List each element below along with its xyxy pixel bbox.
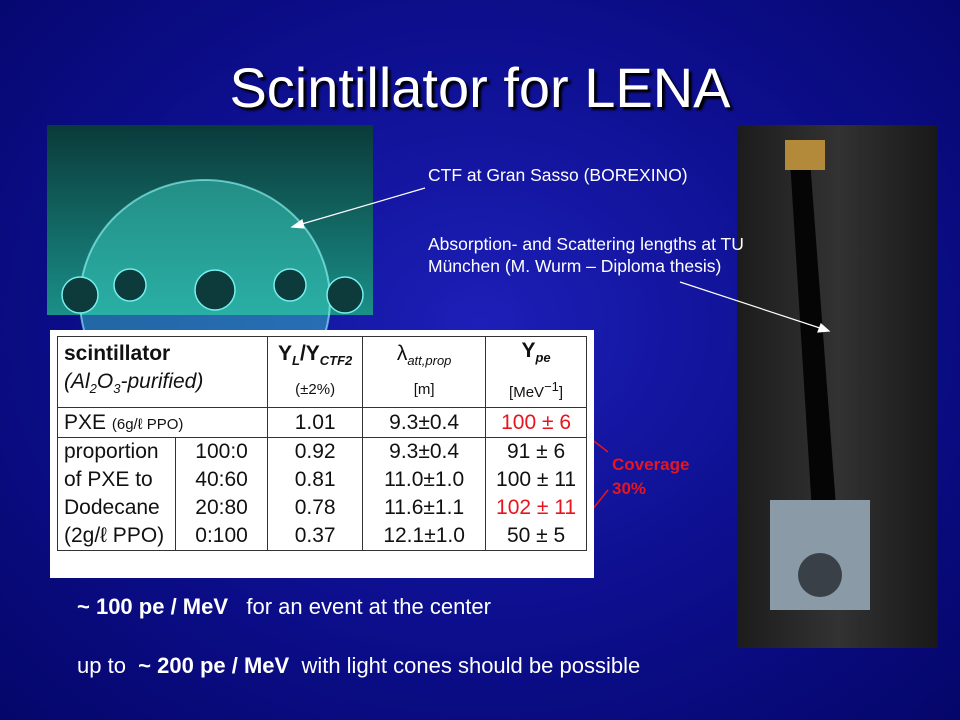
text: 0.78 <box>294 496 336 519</box>
text: (2g/ℓ PPO) <box>64 524 165 547</box>
text: 102 ± 11 <box>496 496 577 519</box>
coverage-label: Coverage 30% <box>612 453 689 501</box>
text: att,prop <box>407 353 452 369</box>
bottom-line: up to ~ 200 pe / MeV with light cones sh… <box>77 653 640 679</box>
text: pe <box>535 350 551 366</box>
header-cell: Ype [MeV−1] <box>485 336 587 408</box>
text: [m] <box>413 380 435 398</box>
cell: 91 ± 6 100 ± 11 102 ± 11 50 ± 5 <box>485 437 587 551</box>
text: -purified) <box>120 370 204 394</box>
text: scintillator <box>64 342 171 366</box>
tube-photo <box>737 125 938 648</box>
text: 11.6±1.1 <box>384 496 465 519</box>
text: 0.37 <box>294 524 336 547</box>
text: 100:0 <box>195 440 248 463</box>
text: 20:80 <box>195 496 248 519</box>
text: (6g/ℓ PPO) <box>111 415 184 433</box>
text: L <box>291 353 300 369</box>
text: 0:100 <box>195 524 248 547</box>
text: 3 <box>113 381 121 397</box>
text: Y <box>521 339 536 363</box>
text: for an event at the center <box>246 594 491 619</box>
text: (Al <box>64 370 90 394</box>
results-table: scintillator (Al2O3-purified) YL/YCTF2 (… <box>50 330 594 578</box>
cell: 100 ± 6 <box>485 407 587 438</box>
text: 12.1±1.0 <box>383 524 465 547</box>
table: scintillator (Al2O3-purified) YL/YCTF2 (… <box>56 336 587 551</box>
group-row: proportion of PXE to Dodecane (2g/ℓ PPO)… <box>57 437 587 551</box>
text: 100 ± 11 <box>496 468 577 491</box>
text: PXE <box>64 410 107 434</box>
cell: 1.01 <box>267 407 364 438</box>
text: 11.0±1.0 <box>384 468 465 491</box>
text: up to <box>77 653 126 678</box>
header-cell: scintillator (Al2O3-purified) <box>56 336 269 408</box>
header-row: scintillator (Al2O3-purified) YL/YCTF2 (… <box>56 336 587 408</box>
text: −1 <box>544 378 559 394</box>
ctf-caption: CTF at Gran Sasso (BOREXINO) <box>428 165 688 185</box>
text: Y <box>277 342 292 366</box>
caption-arrows <box>290 187 831 333</box>
text: 0.81 <box>294 468 336 491</box>
header-cell: YL/YCTF2 (±2%) <box>267 336 364 408</box>
cell: PXE (6g/ℓ PPO) <box>56 407 269 438</box>
text: 50 ± 5 <box>506 524 566 547</box>
text: 40:60 <box>195 468 248 491</box>
bottom-line: ~ 100 pe / MeV for an event at the cente… <box>77 594 491 620</box>
slide-title: Scintillator for LENA <box>229 56 731 119</box>
text: 91 ± 6 <box>506 440 566 463</box>
text: Dodecane <box>64 496 160 519</box>
text: O <box>96 370 114 394</box>
text: ] <box>558 383 564 401</box>
text: λ <box>396 342 408 366</box>
text: 0.92 <box>294 440 336 463</box>
cell: 9.3±0.4 11.0±1.0 11.6±1.1 12.1±1.0 <box>362 437 487 551</box>
text: of PXE to <box>64 468 153 491</box>
ctf-photo <box>47 125 373 421</box>
text: ~ 200 pe / MeV <box>138 653 290 678</box>
text: with light cones should be possible <box>301 653 641 678</box>
coverage-line: 30% <box>612 479 647 498</box>
text: [MeV <box>509 383 545 401</box>
text: 2 <box>89 381 97 397</box>
cell: 9.3±0.4 <box>362 407 487 438</box>
header-cell: λatt,prop [m] <box>362 336 487 408</box>
text: ~ 100 pe / MeV <box>77 594 229 619</box>
text: 9.3±0.4 <box>389 440 460 463</box>
cell: proportion of PXE to Dodecane (2g/ℓ PPO) <box>57 437 176 551</box>
text: (±2%) <box>295 380 336 398</box>
tum-caption: Absorption- and Scattering lengths at TU… <box>428 234 744 276</box>
pxe-row: PXE (6g/ℓ PPO) 1.01 9.3±0.4 100 ± 6 <box>56 407 587 438</box>
cell: 0.92 0.81 0.78 0.37 <box>267 437 364 551</box>
coverage-line: Coverage <box>612 455 690 474</box>
text: CTF2 <box>319 353 353 369</box>
text: /Y <box>299 342 320 366</box>
cell: 100:0 40:60 20:80 0:100 <box>174 437 269 551</box>
text: proportion <box>64 440 159 463</box>
